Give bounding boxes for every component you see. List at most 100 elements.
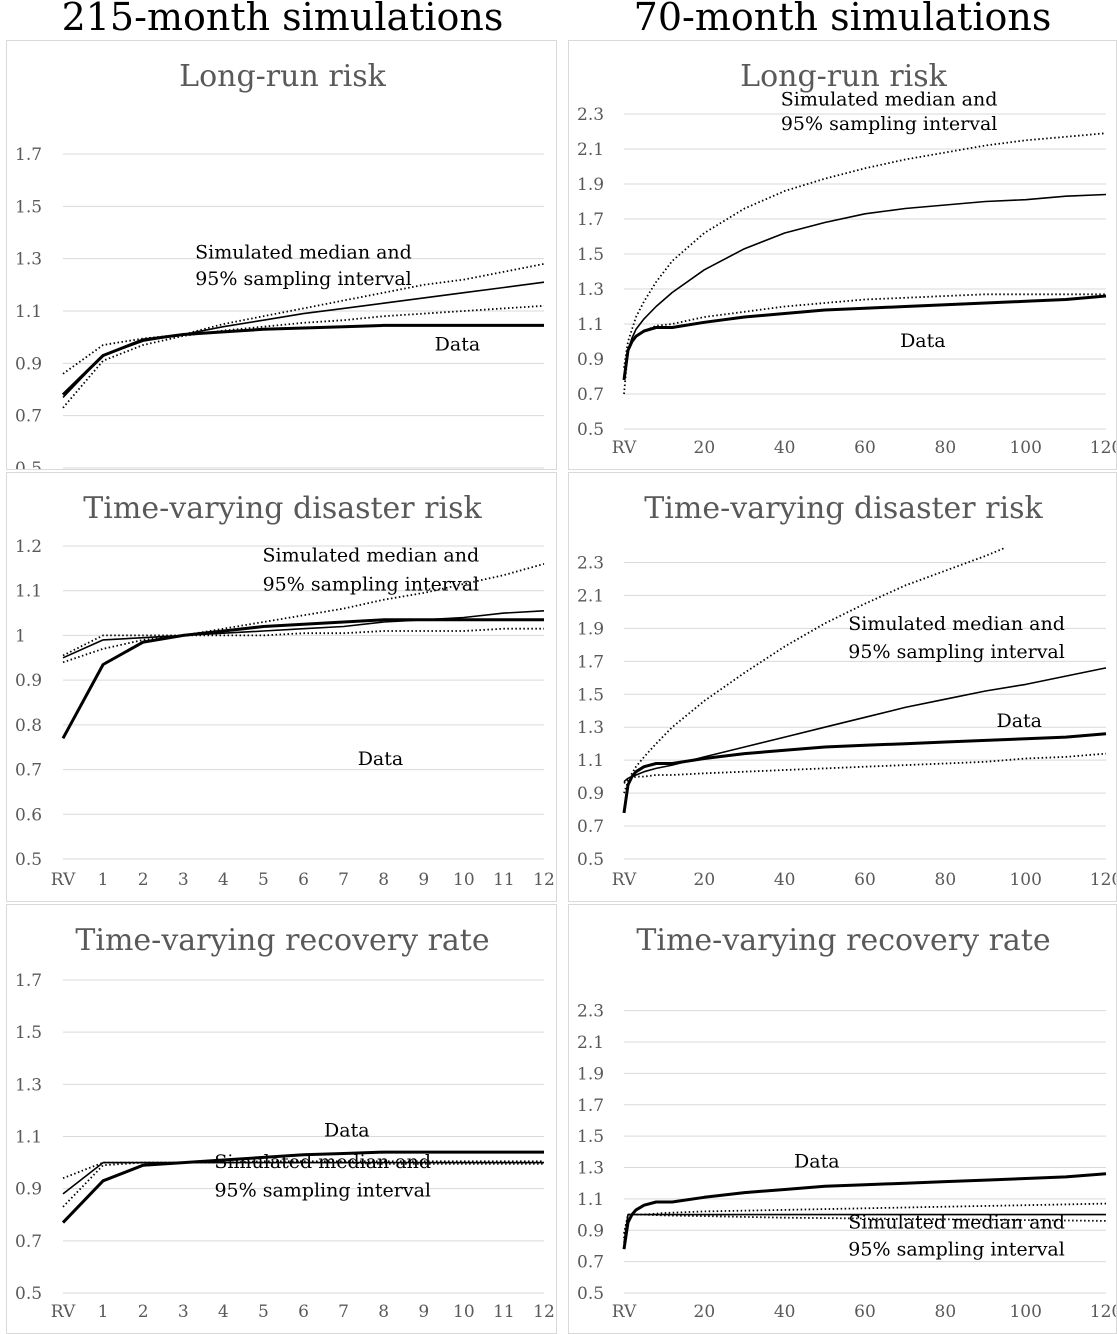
y-tick-label: 1.7	[15, 145, 42, 165]
x-tick-label: 11	[493, 870, 515, 890]
y-tick-label: 0.5	[15, 850, 42, 870]
y-tick-label: 0.5	[577, 420, 604, 440]
series-line-data	[622, 294, 1107, 381]
y-tick-label: 0.7	[15, 407, 42, 427]
chart-title: Time-varying recovery rate	[75, 923, 489, 958]
x-tick-label: 60	[854, 438, 876, 458]
x-tick-label: 20	[694, 1302, 716, 1322]
chart-title: Time-varying disaster risk	[644, 491, 1043, 526]
x-tick-label: 6	[298, 1302, 309, 1322]
y-tick-label: 1.9	[577, 619, 604, 639]
x-tick-label: 8	[378, 1302, 389, 1322]
annotation-label: Simulated median and	[263, 545, 480, 567]
chart-panel-1: Long-run risk0.50.70.91.11.31.51.7RV1234…	[6, 40, 557, 470]
x-tick-label: 9	[418, 1302, 429, 1322]
y-tick-label: 0.5	[577, 1284, 604, 1304]
chart-panel-5: Time-varying recovery rate 0.5 0.7 0.9 1.1 1.…	[6, 904, 557, 1334]
x-tick-label: 2	[138, 1302, 149, 1322]
y-tick-label: 0.7	[15, 1232, 42, 1252]
annotation-label: Simulated median and	[195, 242, 412, 264]
x-tick-label: 7	[338, 870, 349, 890]
y-tick-label: 1.3	[577, 1159, 604, 1179]
y-tick-label: 0.5	[15, 459, 42, 469]
x-tick-label: 10	[453, 870, 475, 890]
y-tick-label: 0.7	[577, 385, 604, 405]
y-tick-label: 1.1	[15, 582, 42, 602]
series-line-lower	[623, 293, 1106, 395]
y-tick-label: 1	[15, 626, 26, 646]
y-tick-label: 1.7	[577, 652, 604, 672]
y-tick-label: 1.7	[577, 210, 604, 230]
x-tick-label: 20	[694, 438, 716, 458]
x-tick-label: 20	[694, 870, 716, 890]
y-tick-label: 0.7	[577, 1253, 604, 1273]
annotation-label: Simulated median and	[214, 1151, 431, 1173]
x-tick-label: 120	[1090, 870, 1116, 890]
x-tick-label: 80	[935, 870, 957, 890]
chart-panel-6: Time-varying recovery rate 0.5 0.7 0.9 1.1 1.…	[568, 904, 1117, 1334]
series-line-upper	[62, 263, 545, 375]
y-tick-label: 2.3	[577, 1002, 604, 1022]
chart-panel-4: Time-varying disaster risk 0.5 0.7 0.9 1.1 1.…	[568, 472, 1117, 902]
chart-svg: Time-varying recovery rate 0.5 0.7 0.9 1.1 1.…	[15, 923, 555, 1322]
y-tick-label: 1.5	[15, 197, 42, 217]
series-line-lower	[623, 1213, 1107, 1239]
series-line-lower	[62, 627, 544, 664]
y-tick-label: 1.5	[577, 245, 604, 265]
annotation-label: 95% sampling interval	[195, 268, 412, 290]
y-tick-label: 1.1	[577, 315, 604, 335]
chart-title: Long-run risk	[179, 59, 386, 94]
y-tick-label: 0.9	[15, 354, 42, 374]
y-tick-label: 1.1	[577, 751, 604, 771]
annotation-label: Data	[324, 1120, 370, 1142]
y-tick-label: 1.2	[15, 537, 42, 557]
column-title-70: 70-month simulations	[633, 0, 1052, 39]
y-tick-label: 0.5	[15, 1284, 42, 1304]
x-tick-label: RV	[612, 438, 637, 458]
x-tick-label: RV	[612, 870, 637, 890]
chart-panel-2: Long-run risk 0.5 0.7 0.9 1.1 1.3 1.5 1.7 1.9 2.1…	[568, 40, 1117, 470]
y-tick-label: 2.3	[577, 553, 604, 573]
x-tick-label: 10	[453, 1302, 475, 1322]
y-tick-label: 1.3	[577, 718, 604, 738]
y-tick-label: 0.9	[15, 671, 42, 691]
x-tick-label: 120	[1090, 438, 1116, 458]
x-tick-label: 3	[178, 870, 189, 890]
x-tick-label: 60	[854, 1302, 876, 1322]
annotation-label: Data	[900, 330, 946, 352]
series-line-median	[623, 1213, 1106, 1243]
annotation-label: Simulated median and	[848, 1212, 1065, 1234]
x-tick-label: RV	[51, 870, 76, 890]
chart-svg: Long-run risk 0.5 0.7 0.9 1.1 1.3 1.5 1.7 1.9 2.1…	[577, 59, 1116, 458]
y-tick-label: 1.1	[577, 1190, 604, 1210]
y-tick-label: 0.9	[577, 350, 604, 370]
x-tick-label: 8	[378, 870, 389, 890]
y-tick-label: 0.8	[15, 716, 42, 736]
x-tick-label: 5	[258, 870, 269, 890]
y-tick-label: 0.7	[15, 761, 42, 781]
x-tick-label: 120	[1090, 1302, 1116, 1322]
y-tick-label: 0.7	[577, 817, 604, 837]
annotation-label: Simulated median and	[781, 88, 998, 110]
annotation-label: 95% sampling interval	[263, 574, 480, 596]
y-tick-label: 0.9	[577, 1221, 604, 1241]
x-tick-label: 80	[935, 438, 957, 458]
y-tick-label: 1.7	[15, 971, 42, 991]
chart-title: Time-varying disaster risk	[83, 491, 482, 526]
annotation-label: Data	[794, 1151, 840, 1173]
annotation-label: 95% sampling interval	[848, 1238, 1065, 1260]
series-line-data	[622, 732, 1107, 814]
x-tick-label: 100	[1009, 1302, 1041, 1322]
series-line-median	[62, 1161, 544, 1195]
y-tick-label: 1.3	[577, 280, 604, 300]
x-tick-label: 4	[218, 870, 229, 890]
y-tick-label: 1.5	[15, 1023, 42, 1043]
y-tick-label: 2.1	[577, 1033, 604, 1053]
x-tick-label: 100	[1009, 438, 1041, 458]
series-line-data	[61, 1150, 544, 1224]
chart-svg: Time-varying disaster risk 0.5 0.7 0.9 1.1 1.…	[577, 491, 1116, 890]
y-tick-label: 1.5	[577, 1127, 604, 1147]
y-tick-label: 0.5	[577, 850, 604, 870]
chart-svg: Time-varying disaster risk 0.5 0.6 0.7 0.8 0.…	[15, 491, 555, 890]
x-tick-label: 4	[218, 1302, 229, 1322]
